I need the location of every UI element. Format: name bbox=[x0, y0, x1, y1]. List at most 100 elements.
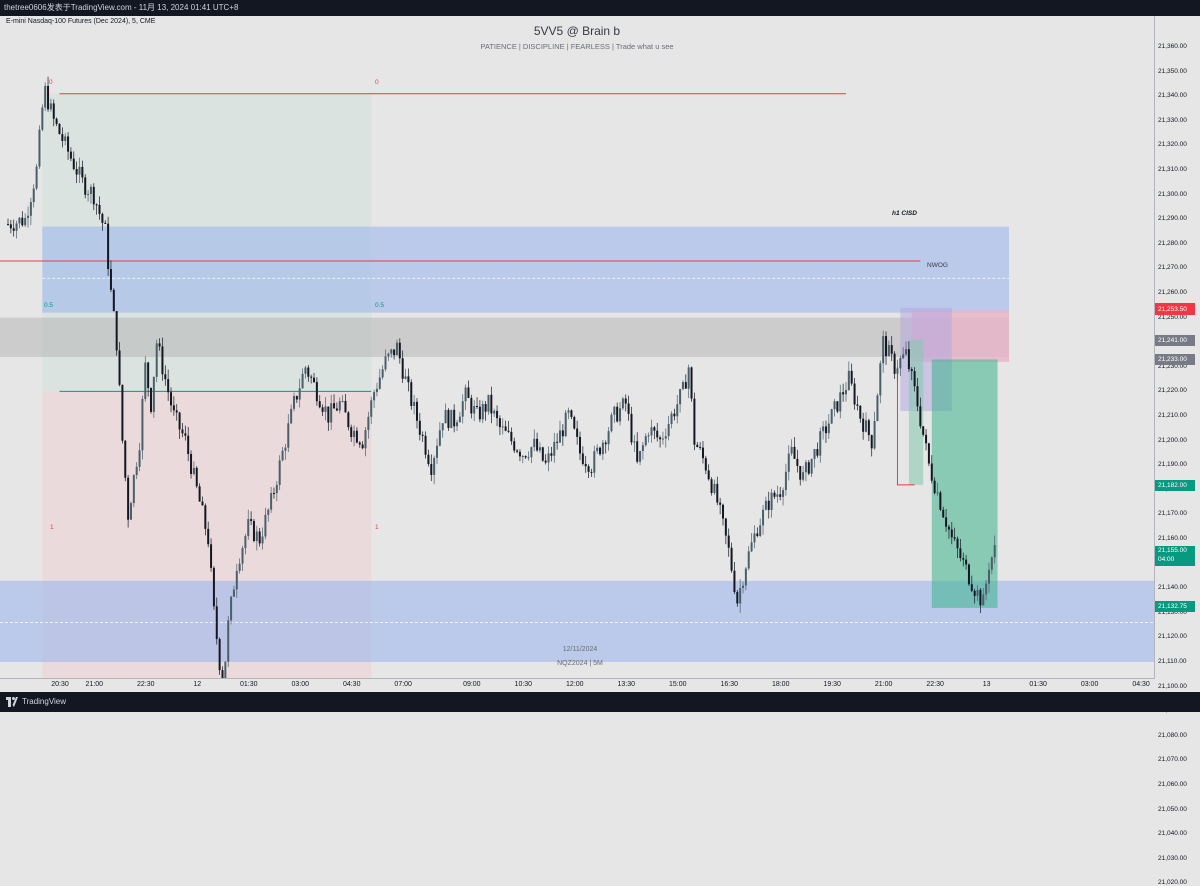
candle-body bbox=[576, 428, 579, 437]
candle-body bbox=[707, 470, 710, 480]
price-tick-label: 21,320.00 bbox=[1158, 141, 1187, 149]
candle-body bbox=[676, 404, 679, 417]
candle-body bbox=[418, 420, 421, 435]
candle-body bbox=[621, 398, 624, 409]
candle-body bbox=[247, 519, 250, 537]
candle-body bbox=[72, 158, 75, 170]
currency-label[interactable]: USD bbox=[1160, 2, 1175, 9]
candle-body bbox=[842, 392, 845, 395]
candle-body bbox=[764, 500, 767, 510]
candle-body bbox=[687, 367, 690, 389]
candle-body bbox=[21, 217, 24, 226]
price-tick-label: 21,200.00 bbox=[1158, 436, 1187, 444]
time-tick-label: 13 bbox=[982, 681, 991, 688]
candle-body bbox=[353, 430, 356, 438]
candle-body bbox=[118, 350, 121, 385]
candle-body bbox=[670, 413, 673, 425]
candle-body bbox=[767, 500, 770, 510]
candle-body bbox=[722, 504, 724, 519]
symbol-line[interactable]: E-mini Nasdaq-100 Futures (Dec 2024), 5,… bbox=[6, 18, 156, 25]
candle-body bbox=[27, 215, 30, 219]
time-tick-label: 03:00 bbox=[291, 681, 309, 688]
candle-body bbox=[187, 435, 190, 455]
time-tick-label: 19:30 bbox=[823, 681, 841, 688]
candle-body bbox=[558, 430, 561, 443]
candle-body bbox=[258, 531, 261, 544]
candle-body bbox=[330, 403, 333, 423]
candle-body bbox=[573, 416, 576, 429]
candle-body bbox=[41, 107, 44, 130]
candle-body bbox=[250, 519, 253, 521]
price-axis[interactable] bbox=[1155, 16, 1200, 678]
candle-body bbox=[902, 354, 905, 359]
candle-body bbox=[913, 371, 916, 387]
candle-body bbox=[7, 224, 9, 226]
candle-body bbox=[278, 460, 281, 485]
tradingview-logo-icon bbox=[6, 697, 18, 707]
candle-body bbox=[67, 136, 70, 152]
time-tick-label: 22:30 bbox=[926, 681, 944, 688]
candle-body bbox=[398, 342, 401, 359]
candle-body bbox=[32, 188, 35, 203]
gray-band-zone bbox=[0, 317, 1009, 357]
candle-body bbox=[35, 166, 38, 189]
candle-body bbox=[410, 382, 413, 406]
upper-fvg-zone bbox=[42, 226, 1009, 313]
candle-body bbox=[318, 401, 321, 408]
price-tick-label: 21,330.00 bbox=[1158, 116, 1187, 124]
price-tick-label: 21,100.00 bbox=[1158, 682, 1187, 690]
candle-body bbox=[636, 441, 639, 462]
candle-body bbox=[887, 345, 890, 357]
candle-body bbox=[550, 453, 553, 456]
price-tick-label: 21,110.00 bbox=[1158, 658, 1187, 665]
candle-body bbox=[144, 362, 147, 399]
candle-body bbox=[367, 416, 370, 431]
candle-body bbox=[161, 346, 164, 375]
time-tick-label: 13:30 bbox=[617, 681, 636, 688]
candle-body bbox=[661, 438, 664, 440]
candle-body bbox=[799, 465, 802, 480]
candle-body bbox=[467, 387, 470, 398]
candle-body bbox=[210, 544, 213, 568]
candle-body bbox=[713, 483, 716, 493]
candle-body bbox=[15, 223, 18, 231]
candle-body bbox=[490, 394, 493, 414]
fib-1-right-label: 1 bbox=[375, 524, 379, 531]
candle-body bbox=[481, 404, 484, 420]
time-tick-label: 07:00 bbox=[394, 681, 412, 688]
candle-body bbox=[89, 186, 92, 195]
candle-body bbox=[147, 362, 150, 389]
candle-body bbox=[184, 433, 187, 436]
watermark-symbol: NQZ2024 | 5M bbox=[557, 660, 603, 667]
chart-canvas[interactable] bbox=[0, 16, 1154, 678]
time-axis[interactable] bbox=[0, 678, 1155, 693]
candle-body bbox=[739, 587, 742, 604]
candle-body bbox=[75, 169, 78, 175]
candle-body bbox=[704, 458, 707, 471]
candle-body bbox=[167, 379, 170, 393]
candle-body bbox=[518, 451, 521, 457]
candle-body bbox=[521, 456, 524, 458]
candle-body bbox=[170, 392, 173, 406]
candle-body bbox=[421, 434, 424, 436]
candle-body bbox=[693, 398, 696, 445]
attribution-text: thetree0606发表于TradingView.com - 11月 13, … bbox=[4, 3, 239, 12]
candle-body bbox=[533, 438, 536, 448]
time-tick-label: 01:30 bbox=[1029, 681, 1047, 688]
candle-body bbox=[939, 492, 942, 510]
candle-body bbox=[321, 407, 324, 412]
price-tick-label: 21,080.00 bbox=[1158, 731, 1187, 739]
candle-body bbox=[473, 405, 476, 414]
candle-body bbox=[401, 358, 404, 379]
chart-pane[interactable]: E-mini Nasdaq-100 Futures (Dec 2024), 5,… bbox=[0, 16, 1155, 678]
candle-body bbox=[275, 484, 278, 494]
candle-body bbox=[556, 441, 559, 443]
candle-body bbox=[155, 343, 158, 377]
price-tick-label: 21,210.00 bbox=[1158, 412, 1187, 419]
candle-body bbox=[238, 563, 241, 571]
price-tick-label: 21,050.00 bbox=[1158, 805, 1187, 813]
candle-body bbox=[424, 435, 427, 455]
candle-body bbox=[993, 545, 996, 558]
candle-body bbox=[364, 430, 367, 449]
candle-body bbox=[847, 370, 850, 390]
